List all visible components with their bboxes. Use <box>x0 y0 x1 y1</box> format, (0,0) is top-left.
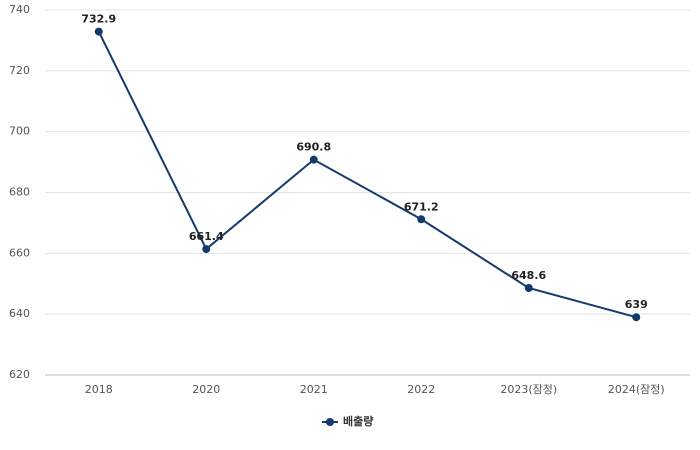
x-tick-label: 2024(잠정) <box>608 383 665 396</box>
x-tick-label: 2020 <box>192 383 220 396</box>
point <box>309 155 318 164</box>
point <box>202 245 211 254</box>
y-tick-label: 720 <box>9 64 30 77</box>
point <box>632 313 641 322</box>
legend-label: 배출량 <box>343 414 373 428</box>
point <box>417 215 426 224</box>
x-tick-label: 2022 <box>407 383 435 396</box>
x-tick-label: 2023(잠정) <box>500 383 557 396</box>
y-tick-label: 640 <box>9 307 30 320</box>
y-tick-label: 700 <box>9 125 30 138</box>
y-tick-label: 620 <box>9 368 30 381</box>
y-tick-label: 680 <box>9 186 30 199</box>
value-label: 639 <box>625 298 648 311</box>
y-tick-label: 740 <box>9 3 30 16</box>
legend-marker <box>326 418 334 426</box>
value-label: 661.4 <box>189 230 224 243</box>
value-label: 671.2 <box>404 200 439 213</box>
line <box>97 31 637 319</box>
point <box>94 27 103 36</box>
point <box>524 284 533 293</box>
x-tick-label: 2021 <box>300 383 328 396</box>
value-label: 732.9 <box>81 13 116 26</box>
x-tick-label: 2018 <box>85 383 113 396</box>
value-label: 648.6 <box>511 269 546 282</box>
y-tick-label: 660 <box>9 246 30 259</box>
value-label: 690.8 <box>296 141 331 154</box>
